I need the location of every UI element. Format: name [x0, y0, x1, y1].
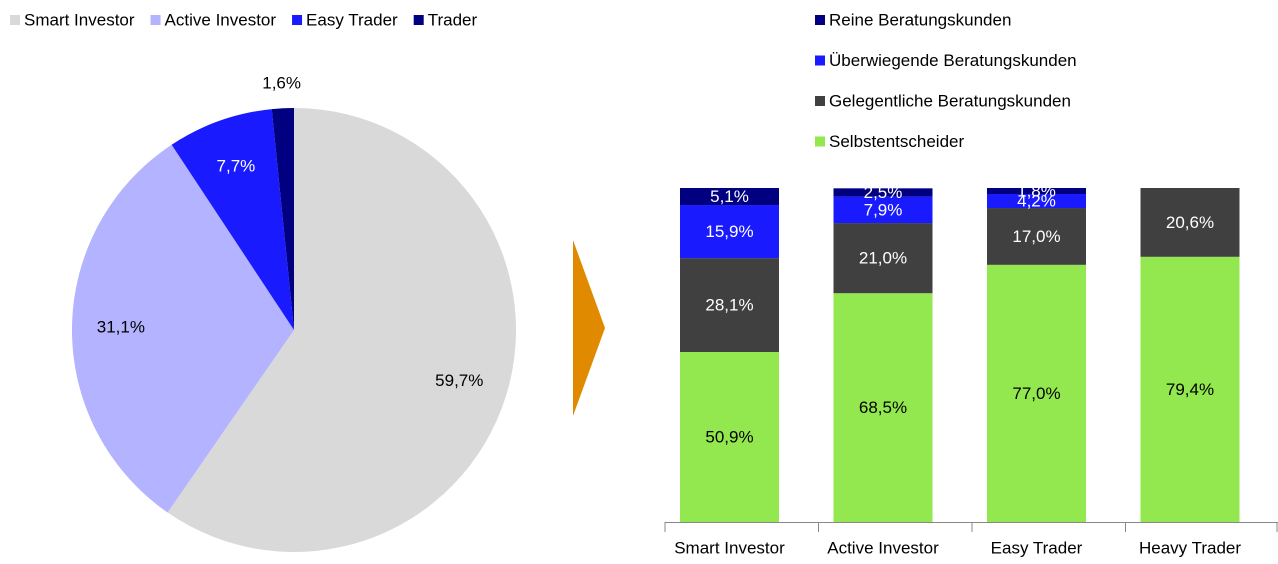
data-label: 79,4% — [1166, 380, 1214, 399]
pie-slice — [72, 144, 295, 513]
data-label: 28,1% — [705, 296, 753, 315]
bar-segment — [987, 208, 1086, 265]
pie-slice — [271, 108, 294, 330]
legend-swatch — [815, 55, 825, 66]
legend-label: Überwiegende Beratungskunden — [829, 51, 1077, 70]
x-tick-label: Smart Investor — [674, 538, 785, 557]
pie-slice — [167, 108, 516, 552]
data-label: 7,9% — [864, 200, 903, 219]
bar-segment — [833, 196, 933, 224]
bar-segment — [1140, 188, 1240, 257]
legend-label: Active Investor — [165, 10, 277, 29]
bar-segment — [833, 188, 933, 197]
data-label: 7,7% — [217, 156, 256, 175]
data-label: 20,6% — [1166, 213, 1214, 232]
data-label: 21,0% — [859, 249, 907, 268]
legend-label: Selbstentscheider — [829, 132, 964, 151]
data-label: 1,6% — [262, 73, 301, 92]
bar-segment — [680, 258, 779, 352]
bar-segment — [987, 188, 1086, 195]
legend-label: Smart Investor — [24, 10, 135, 29]
legend-swatch — [815, 96, 825, 106]
data-label: 77,0% — [1012, 384, 1060, 403]
pie-slice — [171, 109, 294, 330]
bar-segment — [987, 194, 1086, 209]
legend-label: Trader — [428, 10, 478, 29]
data-label: 17,0% — [1012, 227, 1060, 246]
legend-label: Gelegentliche Beratungskunden — [829, 91, 1071, 110]
data-label: 4,2% — [1017, 192, 1056, 211]
data-label: 68,5% — [859, 398, 907, 417]
x-tick-label: Heavy Trader — [1139, 538, 1241, 557]
legend-label: Easy Trader — [306, 10, 398, 29]
data-label: 5,1% — [710, 187, 749, 206]
legend-swatch — [292, 15, 303, 25]
legend-swatch — [10, 15, 20, 25]
bar-segment — [680, 205, 779, 259]
legend-label: Reine Beratungskunden — [829, 10, 1011, 29]
data-label: 15,9% — [705, 222, 753, 241]
data-label: 2,5% — [864, 183, 903, 202]
x-tick-label: Active Investor — [827, 538, 939, 557]
data-label: 59,7% — [435, 371, 483, 390]
data-label: 50,9% — [705, 427, 753, 446]
data-label: 31,1% — [97, 318, 145, 337]
bar-segment — [680, 188, 779, 206]
bar-segment — [1140, 256, 1240, 522]
legend-swatch — [413, 15, 424, 25]
legend-swatch — [815, 136, 825, 147]
legend-swatch — [815, 15, 825, 25]
data-label: 1,8% — [1017, 181, 1056, 200]
bar-segment — [833, 293, 933, 522]
bar-segment — [833, 223, 933, 294]
bar-segment — [987, 264, 1086, 522]
legend-swatch — [150, 15, 161, 25]
bar-segment — [680, 351, 779, 522]
arrow — [573, 240, 605, 416]
x-tick-label: Easy Trader — [991, 538, 1083, 557]
